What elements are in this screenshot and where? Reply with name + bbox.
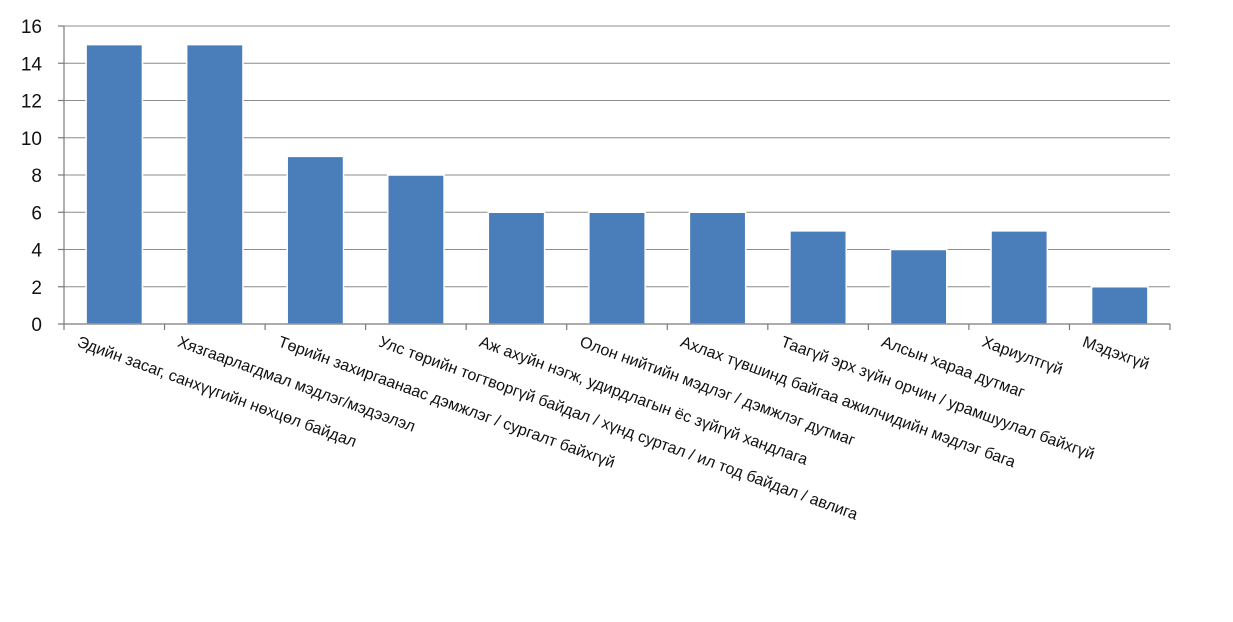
y-tick-labels: 0 2 4 6 8 10 12 14 16 (21, 17, 43, 336)
bar (286, 155, 345, 325)
y-tick-label: 12 (21, 92, 42, 113)
y-tick-label: 0 (31, 315, 42, 336)
bars (85, 43, 1149, 325)
axes (58, 25, 1171, 330)
bar (789, 230, 847, 325)
category-label: Мэдэхгүй (1080, 334, 1151, 374)
y-tick-label: 8 (31, 166, 42, 187)
y-tick-label: 6 (31, 203, 42, 224)
bar (688, 211, 747, 325)
bar (387, 174, 445, 325)
y-tick-label: 2 (31, 278, 42, 299)
bar (588, 211, 646, 325)
y-tick-label: 10 (21, 129, 42, 150)
bar (889, 248, 948, 325)
category-labels: Эдийн засаг, санхүүгийн нөхцөл байдалХяз… (75, 334, 1152, 524)
bar (85, 43, 144, 325)
bar (185, 43, 244, 325)
bar (990, 230, 1049, 325)
y-tick-label: 16 (21, 17, 42, 38)
bar (1090, 286, 1149, 325)
y-tick-label: 4 (31, 241, 42, 262)
y-tick-label: 14 (21, 54, 43, 75)
bar (487, 211, 546, 325)
